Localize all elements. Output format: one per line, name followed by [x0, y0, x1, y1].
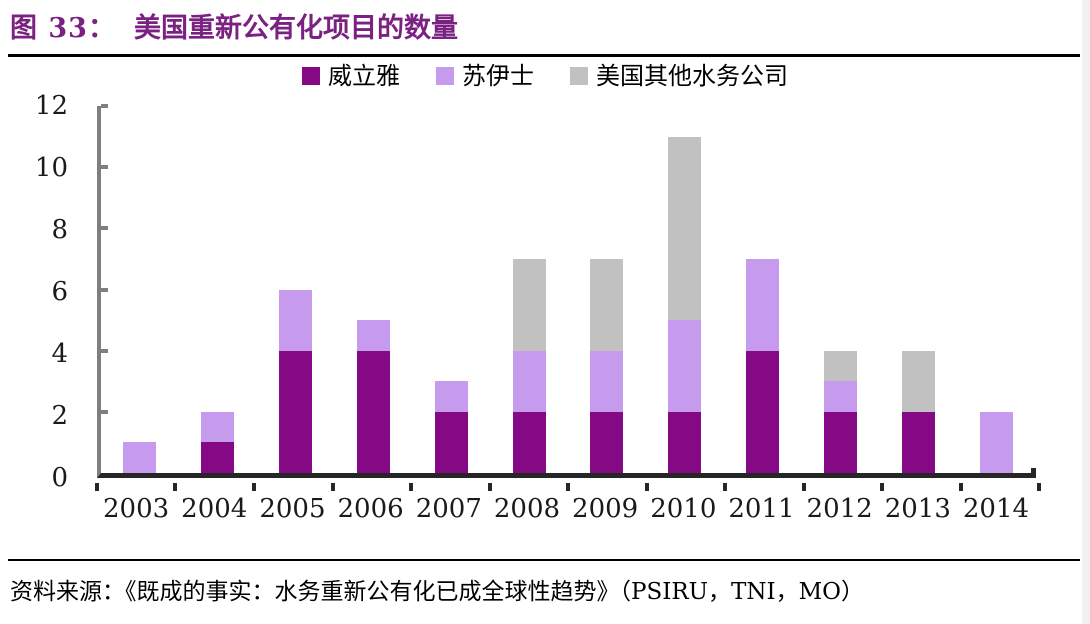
y-tick-label: 8	[51, 215, 68, 245]
figure-title-text: 美国重新公有化项目的数量	[133, 13, 458, 44]
x-tick-label: 2003	[103, 494, 170, 524]
x-tick-mark	[644, 483, 649, 491]
plot-area	[97, 104, 1035, 478]
bar-group-2013	[879, 106, 957, 473]
x-tick-mark	[880, 483, 884, 491]
legend-swatch-icon	[570, 67, 588, 85]
bar-group-2011	[724, 106, 802, 473]
x-tick-mark	[566, 483, 570, 491]
x-tick-label: 2009	[572, 494, 639, 524]
source-text: 资料来源：《既成的事实：水务重新公有化已成全球性趋势》（PSIRU，TNI，MO…	[10, 579, 864, 605]
bar-segment	[590, 350, 624, 412]
legend-item-2: 美国其他水务公司	[570, 64, 788, 88]
x-axis-labels: 2003 2004 2005 2006 2007 2008 2009 2010 2011 2012…	[97, 494, 1035, 524]
bar-segment	[668, 411, 702, 473]
x-tick-mark	[173, 483, 178, 491]
legend-label: 美国其他水务公司	[596, 62, 788, 90]
bar-group-2012	[801, 106, 879, 473]
title-divider-line	[8, 54, 1080, 57]
y-tick-label: 4	[51, 339, 68, 369]
bar-segment	[512, 350, 546, 412]
bar-group-2004	[179, 106, 257, 473]
bar-segment	[590, 411, 624, 473]
bar-group-2010	[646, 106, 724, 473]
x-tick-mark	[1037, 483, 1041, 491]
bar-segment	[668, 320, 702, 412]
bar-segment	[590, 258, 624, 351]
bar-segment	[823, 350, 857, 382]
bar-segment	[668, 136, 702, 321]
x-tick-mark	[801, 483, 806, 491]
y-tick-label: 2	[51, 401, 68, 431]
legend-label: 苏伊士	[462, 62, 534, 90]
y-tick-label: 12	[34, 91, 68, 121]
bar-segment	[746, 258, 780, 351]
x-tick-mark	[487, 483, 492, 491]
x-tick-label: 2008	[493, 494, 561, 524]
x-tick-label: 2006	[337, 494, 404, 524]
bar-group-2008	[490, 106, 568, 473]
bar-segment	[201, 442, 235, 473]
legend-label: 威立雅	[328, 62, 400, 90]
bar-group-2006	[334, 106, 412, 473]
bar-segment	[823, 411, 857, 473]
legend-item-0: 威立雅	[302, 64, 400, 88]
x-tick-label: 2007	[415, 494, 482, 524]
y-tick-mark	[101, 104, 108, 108]
x-tick-label: 2013	[884, 494, 951, 524]
x-tick-label: 2014	[962, 494, 1030, 524]
bar-segment	[823, 381, 857, 412]
bar-group-2005	[257, 106, 335, 473]
y-tick-label: 0	[51, 463, 68, 493]
x-axis-end-tick	[1031, 468, 1036, 478]
legend: 威立雅 苏伊士 美国其他水务公司	[0, 64, 1090, 88]
y-tick-mark	[101, 287, 108, 292]
bar-segment	[279, 350, 313, 473]
bar-segment	[979, 411, 1013, 473]
figure-number: 图 33：	[10, 13, 116, 44]
source-divider-line	[8, 559, 1080, 561]
figure-title: 图 33： 美国重新公有化项目的数量	[10, 6, 1076, 45]
bar-segment	[279, 289, 313, 351]
x-tick-mark	[330, 483, 335, 491]
y-tick-mark	[101, 409, 108, 414]
y-tick-mark	[101, 348, 108, 353]
y-tick-label: 6	[51, 277, 68, 307]
x-tick-label: 2004	[181, 494, 248, 524]
bar-segment	[201, 411, 235, 443]
legend-item-1: 苏伊士	[436, 64, 534, 88]
bar-segment	[512, 411, 546, 473]
x-tick-mark	[408, 483, 413, 491]
y-tick-label: 10	[34, 153, 68, 183]
bar-segment	[434, 381, 468, 412]
x-tick-label: 2010	[650, 494, 717, 524]
x-tick-mark	[95, 483, 99, 491]
page-edge-strip	[1082, 0, 1090, 624]
x-axis-ticks	[95, 483, 1041, 492]
x-tick-label: 2011	[728, 494, 795, 524]
bar-segment	[901, 350, 935, 412]
bar-segment	[434, 411, 468, 473]
bar-segment	[123, 442, 157, 473]
bar-segment	[356, 320, 390, 351]
x-tick-label: 2005	[259, 494, 326, 524]
x-tick-label: 2012	[806, 494, 873, 524]
bar-segment	[512, 258, 546, 351]
legend-swatch-icon	[436, 67, 454, 85]
x-tick-mark	[958, 483, 963, 491]
bar-group-2007	[412, 106, 490, 473]
bar-segment	[901, 411, 935, 473]
x-tick-mark	[251, 483, 256, 491]
x-tick-mark	[722, 483, 727, 491]
bar-group-2003	[101, 106, 179, 473]
y-axis-labels: 0 2 4 6 8 10 12	[20, 93, 82, 491]
y-tick-mark	[101, 165, 108, 170]
bar-group-2014	[957, 106, 1035, 473]
bar-group-2009	[568, 106, 646, 473]
bar-segment	[746, 350, 780, 473]
legend-swatch-icon	[302, 67, 320, 85]
bar-segment	[356, 350, 390, 473]
y-tick-mark	[101, 226, 108, 231]
